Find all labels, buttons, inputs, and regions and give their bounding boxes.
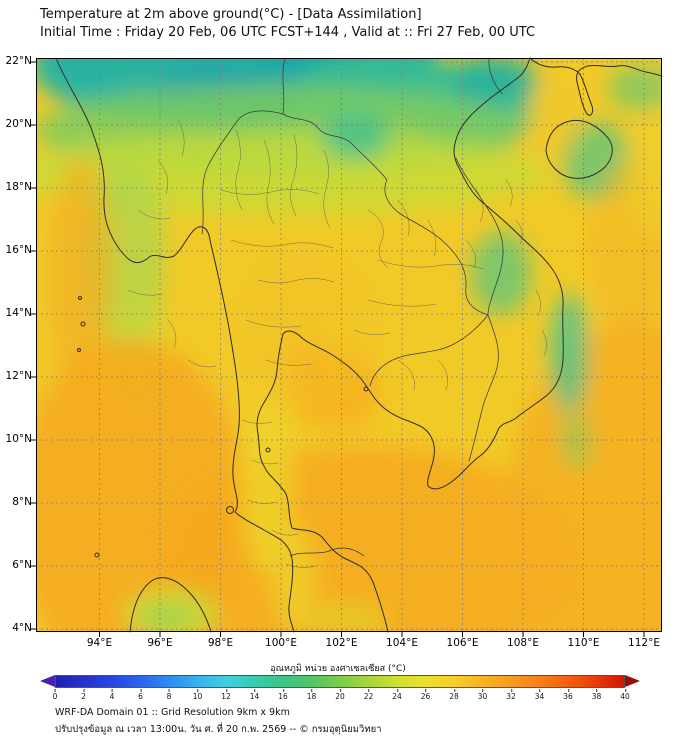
lat-tick-label: 16°N [5,244,32,256]
lat-tick-label: 4°N [12,622,32,634]
map-frame [36,58,662,632]
lat-tick-label: 22°N [5,55,32,67]
axis-ticks [31,61,645,637]
colorbar-tick-label: 26 [420,689,431,701]
lon-tick-label: 100°E [265,637,297,649]
colorbar [40,675,640,688]
lon-tick-label: 94°E [86,637,113,649]
colorbar-tick-label: 22 [363,689,374,701]
colorbar-tick-label: 38 [591,689,602,701]
colorbar-tick-label: 16 [278,689,288,701]
colorbar-tick-label: 34 [534,689,545,701]
colorbar-right-arrow-icon [625,675,640,687]
colorbar-tick-label: 0 [52,689,58,701]
lat-tick-label: 8°N [12,496,32,508]
lon-tick-label: 110°E [567,637,600,649]
lat-tick-label: 6°N [12,559,32,571]
colorbar-tick-label: 36 [563,689,573,701]
colorbar-tick-label: 40 [620,689,630,701]
colorbar-tick-label: 28 [449,689,459,701]
lon-tick-label: 106°E [446,637,479,649]
colorbar-tick-label: 4 [109,689,115,701]
colorbar-tick-label: 30 [477,689,488,701]
grid-lines [36,58,662,632]
colorbar-left-arrow-icon [40,675,55,687]
colorbar-tick-label: 24 [392,689,402,701]
lat-tick-label: 18°N [5,181,32,193]
temperature-field [36,58,662,632]
colorbar-tick-label: 14 [249,689,260,701]
lon-tick-label: 96°E [147,637,173,649]
coastline-path [55,57,663,633]
colorbar-tick-label: 8 [166,689,172,701]
lon-tick-label: 104°E [386,637,418,649]
lat-tick-label: 20°N [5,118,32,130]
map-canvas [31,57,663,637]
temperature-map: 22°N 20°N 18°N 16°N 14°N 12°N 10°N 8°N 6°N 4°N 94°… [6,55,663,649]
colorbar-tick-label: 2 [81,689,86,701]
lat-tick-label: 14°N [5,307,32,319]
lon-tick-label: 112°E [628,637,660,649]
footer-domain-info: WRF-DA Domain 01 :: Grid Resolution 9km … [55,707,290,718]
colorbar-title: อุณหภูมิ หน่วย องศาเซลเซียส (°C) [270,664,406,674]
colorbar-tick-label: 6 [138,689,143,701]
province-border-path [127,119,547,568]
island-outlines [77,296,369,558]
lat-tick-label: 10°N [5,433,32,445]
footer-update-info: ปรับปรุงข้อมูล ณ เวลา 13:00น. วัน ศ. ที่… [55,724,382,735]
country-border-path [201,57,504,557]
map-subtitle: Initial Time : Friday 20 Feb, 06 UTC FCS… [40,25,536,40]
colorbar-gradient [55,675,625,688]
map-borders [55,57,663,633]
map-title: Temperature at 2m above ground(°C) - [Da… [40,7,422,22]
colorbar-tick-label: 18 [306,689,317,701]
colorbar-tick-labels: 0 2 4 6 8 10 12 14 16 18 20 22 24 26 28 30 32 34 36 38 40 [52,689,630,702]
colorbar-tick-label: 20 [335,689,345,701]
colorbar-tick-label: 32 [506,689,516,701]
lon-tick-label: 108°E [507,637,539,649]
lat-tick-label: 12°N [5,370,32,382]
colorbar-tick-label: 12 [221,689,231,701]
lon-tick-label: 98°E [207,637,234,649]
lon-tick-label: 102°E [325,637,358,649]
colorbar-tick-label: 10 [192,689,203,701]
